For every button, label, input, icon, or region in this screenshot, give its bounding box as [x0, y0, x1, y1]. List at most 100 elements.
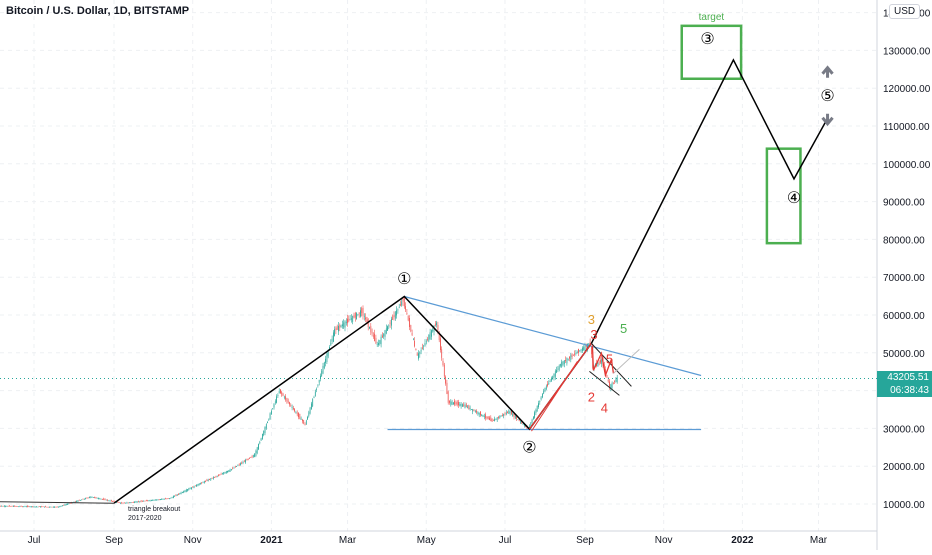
- candle-body: [441, 349, 443, 358]
- candle-body: [342, 324, 343, 327]
- candle-body: [427, 338, 428, 340]
- candle-body: [403, 297, 405, 307]
- candle-body: [227, 470, 228, 473]
- candle-body: [2, 506, 4, 507]
- price-tick-label: 110000.00: [883, 122, 930, 133]
- candle-body: [505, 412, 507, 415]
- candle-body: [443, 364, 445, 377]
- candle-body: [300, 418, 302, 420]
- candle-body: [255, 450, 257, 456]
- candle-body: [601, 359, 603, 364]
- candle-body: [192, 486, 194, 488]
- time-tick-label: 2022: [731, 535, 754, 546]
- candle-body: [123, 502, 125, 504]
- candle-body: [313, 397, 315, 398]
- candle-body: [476, 410, 477, 413]
- price-tick-label: 100000.00: [883, 160, 931, 171]
- candle-body: [557, 368, 559, 370]
- candle-body: [53, 506, 54, 508]
- candle-body: [580, 349, 582, 351]
- candle-body: [401, 301, 403, 306]
- candle-body: [460, 403, 462, 407]
- candle-body: [14, 505, 15, 507]
- currency-button[interactable]: USD: [889, 4, 921, 19]
- price-tick-label: 120000.00: [883, 84, 931, 95]
- candle-body: [357, 314, 359, 315]
- candle-body: [112, 501, 114, 502]
- candle-body: [345, 321, 347, 324]
- target-box: [680, 24, 743, 80]
- candle-body: [277, 395, 279, 396]
- time-tick-label: Sep: [105, 535, 123, 546]
- candle-body: [333, 332, 334, 342]
- candle-body: [49, 506, 50, 508]
- triangle-note: triangle breakout: [128, 506, 180, 513]
- candle-body: [27, 505, 28, 507]
- candle-body: [496, 417, 498, 420]
- candle-body: [472, 409, 474, 412]
- candle-body: [575, 353, 577, 354]
- candle-body: [493, 419, 494, 421]
- time-tick-label: 2021: [260, 535, 283, 546]
- candle-body: [100, 498, 102, 500]
- sub-wave-label: 5: [620, 321, 627, 336]
- wedge-line-lower: [589, 370, 620, 396]
- candle-body: [539, 400, 541, 403]
- candle-body: [273, 404, 275, 408]
- sub-wave-label: 2: [588, 389, 595, 404]
- candle-body: [331, 338, 333, 342]
- candle-body: [556, 370, 557, 373]
- triangle-note: 2017-2020: [128, 515, 162, 522]
- candle-body: [269, 413, 271, 420]
- candle-body: [118, 502, 120, 504]
- candle-body: [609, 381, 610, 388]
- candle-body: [553, 373, 555, 378]
- candle-body: [163, 498, 165, 500]
- candle-body: [233, 467, 235, 469]
- wave-label: ④: [787, 190, 801, 207]
- candle-body: [22, 506, 23, 508]
- candle-body: [533, 416, 534, 419]
- candle-body: [563, 360, 565, 364]
- candle-body: [135, 501, 137, 503]
- candle-body: [503, 413, 505, 417]
- candle-body: [99, 498, 101, 500]
- candle-body: [201, 482, 203, 484]
- candle-body: [438, 331, 440, 341]
- candle-body: [549, 380, 551, 382]
- candle-body: [54, 506, 55, 508]
- wedge-line-upper: [591, 343, 632, 387]
- candle-body: [367, 319, 369, 328]
- candle-body: [591, 346, 592, 355]
- candle-body: [535, 409, 537, 413]
- candle-body: [251, 456, 253, 457]
- candle-body: [237, 465, 239, 467]
- price-tick-label: 80000.00: [883, 235, 925, 246]
- candle-body: [222, 473, 223, 475]
- time-tick-label: May: [417, 535, 436, 546]
- candle-body: [153, 499, 155, 501]
- candle-body: [117, 501, 119, 503]
- candle-body: [409, 318, 410, 327]
- candle-body: [58, 506, 59, 508]
- price-tick-label: 130000.00: [883, 46, 931, 57]
- candle-body: [171, 497, 173, 498]
- candle-body: [459, 403, 461, 406]
- candle-body: [498, 417, 499, 418]
- candle-body: [365, 317, 366, 320]
- candle-body: [343, 322, 345, 328]
- candle-body: [240, 463, 241, 465]
- candle-body: [560, 364, 561, 366]
- candle-body: [223, 472, 225, 475]
- candle-body: [214, 477, 215, 478]
- candle-body: [64, 504, 66, 506]
- candle-body: [489, 417, 490, 420]
- candle-body: [578, 348, 579, 353]
- candle-body: [366, 317, 368, 324]
- candle-body: [308, 412, 310, 417]
- candle-body: [76, 501, 77, 502]
- candle-body: [398, 307, 400, 309]
- candle-body: [6, 505, 8, 507]
